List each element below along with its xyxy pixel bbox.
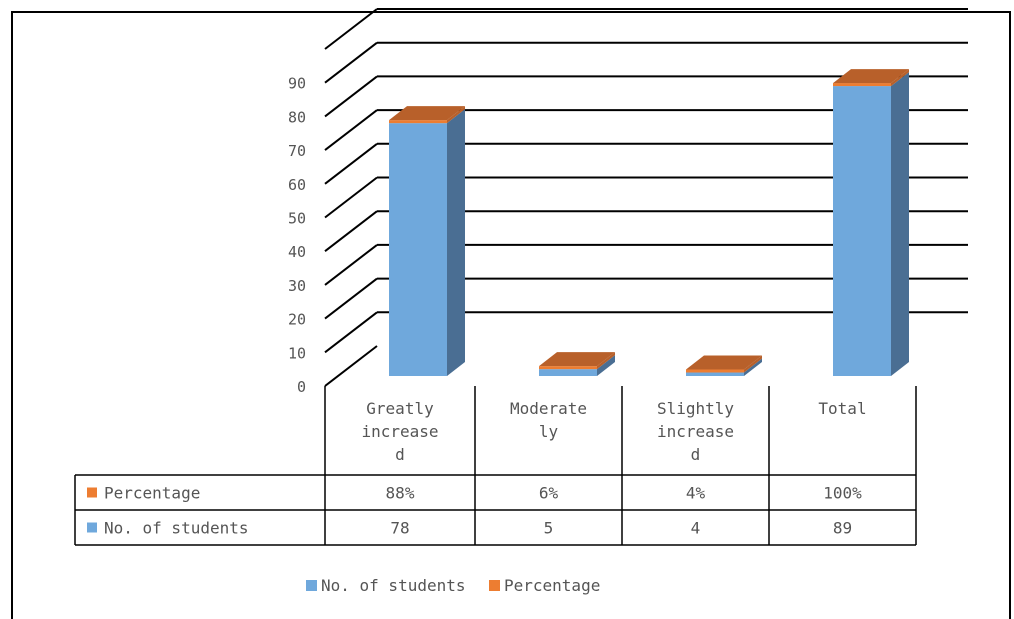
grid-diagonal — [324, 75, 378, 118]
bar-students — [539, 369, 597, 376]
legend-label: Percentage — [504, 576, 600, 595]
category-label: d — [691, 445, 701, 464]
table-cell: 6% — [539, 484, 559, 503]
table-cell: 100% — [823, 484, 862, 503]
category-label: increase — [657, 422, 734, 441]
bar-percentage-side — [744, 355, 762, 373]
legend: No. of students Percentage — [306, 576, 600, 595]
legend-label: No. of students — [321, 576, 466, 595]
y-tick-label: 70 — [288, 142, 306, 160]
bar-students — [686, 372, 744, 376]
y-tick-label: 50 — [288, 210, 306, 228]
table-row-label: No. of students — [104, 519, 249, 538]
category-label: Slightly — [657, 399, 734, 418]
grid-diagonal — [324, 109, 378, 151]
bar-percentage — [686, 369, 744, 373]
bar-percentage — [389, 120, 447, 124]
bar-percentage-top — [686, 355, 762, 370]
bar-students — [833, 86, 891, 376]
grid-diagonal — [324, 311, 378, 354]
table-legend-key — [87, 487, 97, 498]
grid-diagonal — [324, 176, 378, 219]
y-tick-label: 80 — [288, 108, 306, 126]
table-cell: 88% — [386, 484, 415, 503]
table-row-label: Percentage — [104, 484, 200, 503]
bar-percentage-side — [597, 352, 615, 370]
category-label: Total — [818, 399, 866, 418]
bar-percentage-side — [447, 106, 465, 124]
category-label: d — [395, 445, 405, 464]
bar-students-side — [597, 355, 615, 376]
legend-key — [306, 580, 317, 591]
y-tick-label: 40 — [288, 243, 306, 261]
grid-diagonal — [324, 41, 378, 84]
bars-layer — [389, 69, 909, 376]
grid-diagonal — [324, 210, 378, 252]
y-tick-label: 30 — [288, 277, 306, 295]
table-legend-key — [87, 522, 97, 533]
grid-diagonal — [324, 8, 378, 50]
category-label: increase — [361, 422, 438, 441]
table-cell: 78 — [390, 519, 409, 538]
grid-diagonal — [324, 277, 378, 320]
category-label: ly — [539, 422, 559, 441]
bar-students-side — [891, 72, 909, 376]
category-label: Moderate — [510, 399, 587, 418]
data-table: Greatly increase d Moderate ly Slightly increa… — [74, 386, 917, 546]
bar-percentage-top — [833, 69, 909, 84]
grid-diagonal — [324, 345, 378, 387]
y-tick-label: 20 — [288, 311, 306, 329]
y-tick-label: 60 — [288, 176, 306, 194]
table-cell: 89 — [833, 519, 852, 538]
table-cell: 5 — [544, 519, 554, 538]
y-axis-ticks: 0 10 20 30 40 50 60 70 80 90 — [288, 75, 306, 396]
bar-percentage — [539, 366, 597, 370]
bar-students — [389, 123, 447, 376]
chart-frame — [11, 11, 1011, 619]
bar-percentage-top — [539, 352, 615, 367]
y-tick-label: 0 — [297, 378, 306, 396]
category-label: Greatly — [366, 399, 434, 418]
grid-diagonal — [324, 244, 378, 286]
grid-diagonal — [324, 143, 378, 185]
table-cell: 4 — [691, 519, 701, 538]
bar-percentage-top — [389, 106, 465, 121]
bar-students-side — [447, 109, 465, 376]
y-tick-label: 90 — [288, 75, 306, 93]
legend-key — [489, 580, 500, 591]
bar-percentage-side — [891, 69, 909, 87]
bar-students-side — [744, 358, 762, 376]
table-cell: 4% — [686, 484, 706, 503]
bar-percentage — [833, 83, 891, 87]
y-tick-label: 10 — [288, 344, 306, 362]
